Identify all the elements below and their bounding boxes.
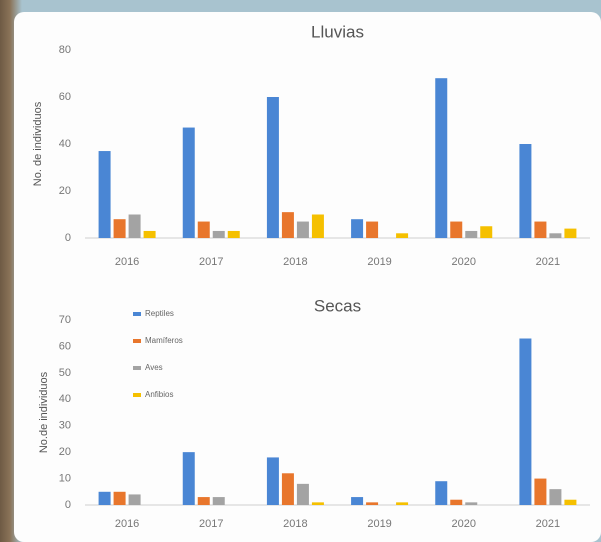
bar — [197, 221, 210, 238]
x-tick-label: 2018 — [283, 256, 307, 268]
legend-label: Aves — [145, 363, 163, 372]
bar — [311, 502, 324, 505]
y-tick-label: 0 — [65, 499, 71, 511]
x-tick-label: 2021 — [536, 518, 560, 530]
y-tick-label: 30 — [59, 420, 71, 432]
y-axis-label: No. de individuos — [32, 101, 44, 186]
bar — [450, 221, 463, 238]
bar — [128, 494, 141, 505]
x-tick-label: 2020 — [452, 518, 476, 530]
y-tick-label: 40 — [59, 393, 71, 405]
bar — [266, 457, 279, 505]
bar — [143, 230, 156, 238]
bar — [435, 481, 448, 505]
bar — [296, 483, 309, 505]
legend-swatch — [133, 312, 141, 316]
bar — [450, 499, 463, 505]
bar — [128, 214, 141, 238]
bar — [212, 230, 225, 238]
bar — [281, 473, 294, 505]
y-tick-label: 60 — [59, 91, 71, 103]
y-tick-label: 60 — [59, 340, 71, 352]
x-tick-label: 2017 — [199, 256, 223, 268]
y-tick-label: 50 — [59, 367, 71, 379]
y-axis-label: No.de individuos — [38, 371, 50, 453]
bar — [311, 214, 324, 238]
x-tick-label: 2017 — [199, 518, 223, 530]
bar — [182, 127, 195, 238]
x-tick-label: 2019 — [367, 256, 391, 268]
x-tick-label: 2020 — [452, 256, 476, 268]
bar — [519, 144, 532, 238]
chart-title: Secas — [314, 296, 361, 315]
chart-title: Lluvias — [311, 22, 364, 41]
card — [14, 12, 601, 542]
y-tick-label: 70 — [59, 314, 71, 326]
bar — [113, 219, 126, 238]
bar — [98, 491, 111, 505]
bar — [519, 338, 532, 505]
y-tick-label: 40 — [59, 138, 71, 150]
x-tick-label: 2021 — [536, 256, 560, 268]
y-tick-label: 20 — [59, 446, 71, 458]
bar — [351, 219, 364, 238]
bar — [534, 221, 547, 238]
bar — [113, 491, 126, 505]
bar — [182, 452, 195, 505]
x-tick-label: 2016 — [115, 256, 139, 268]
bar — [465, 502, 478, 505]
bar — [435, 78, 448, 238]
y-tick-label: 0 — [65, 232, 71, 244]
x-tick-label: 2019 — [367, 518, 391, 530]
bar — [366, 221, 379, 238]
bar — [396, 233, 409, 238]
bar — [296, 221, 309, 238]
x-tick-label: 2018 — [283, 518, 307, 530]
bar — [281, 212, 294, 238]
bar — [549, 489, 562, 505]
y-tick-label: 10 — [59, 472, 71, 484]
bar — [197, 497, 210, 505]
bar — [564, 228, 577, 238]
bar — [534, 478, 547, 505]
legend-label: Reptiles — [145, 309, 174, 318]
bar — [227, 230, 240, 238]
y-tick-label: 80 — [59, 44, 71, 56]
bar — [564, 499, 577, 505]
bar — [98, 151, 111, 238]
legend-swatch — [133, 393, 141, 397]
bar — [465, 230, 478, 238]
bar — [266, 97, 279, 238]
bar — [549, 233, 562, 238]
legend-label: Anfibios — [145, 390, 173, 399]
x-tick-label: 2016 — [115, 518, 139, 530]
legend-label: Mamíferos — [145, 336, 183, 345]
bar — [396, 502, 409, 505]
bar — [366, 502, 379, 505]
legend-swatch — [133, 366, 141, 370]
bar — [480, 226, 493, 238]
legend-swatch — [133, 339, 141, 343]
y-tick-label: 20 — [59, 185, 71, 197]
bar — [212, 497, 225, 505]
bar — [351, 497, 364, 505]
